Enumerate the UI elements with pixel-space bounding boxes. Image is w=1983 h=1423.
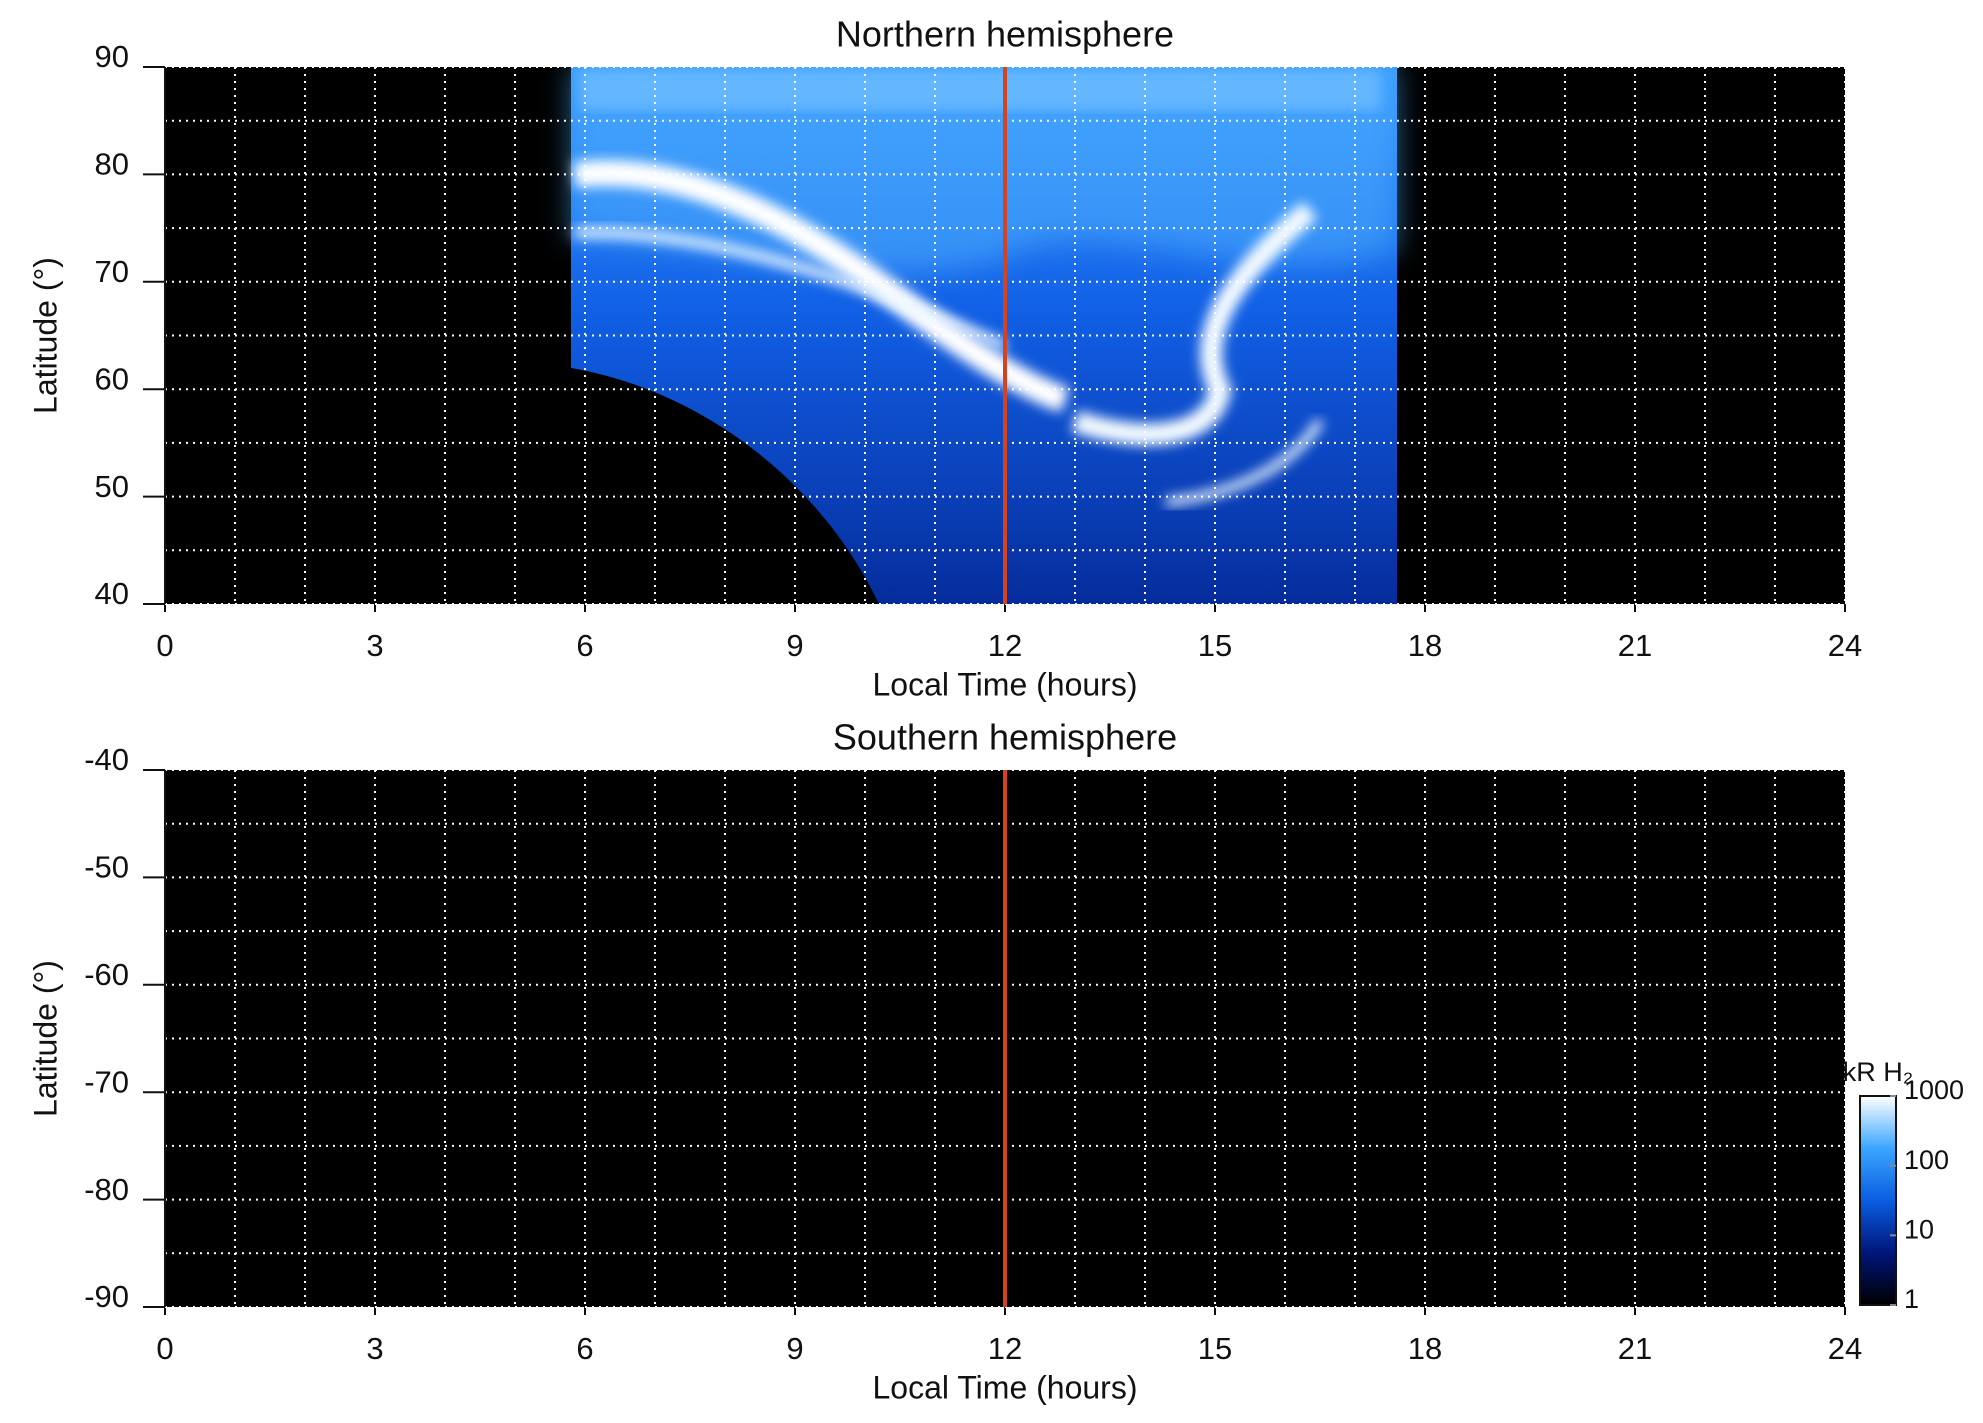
y-tick-label: 40 <box>95 576 129 611</box>
x-tick-label: 15 <box>1198 1331 1232 1366</box>
x-tick-label: 21 <box>1618 628 1652 663</box>
x-tick-label: 0 <box>156 1331 173 1366</box>
x-tick-label: 24 <box>1828 628 1862 663</box>
colorbar-tick-label: 1000 <box>1904 1075 1964 1105</box>
x-tick-label: 0 <box>156 628 173 663</box>
colorbar-label: kR H₂ <box>1843 1057 1913 1087</box>
x-tick-label: 6 <box>576 1331 593 1366</box>
x-tick-label: 3 <box>366 1331 383 1366</box>
x-tick-label: 12 <box>988 1331 1022 1366</box>
lower-arc <box>1165 418 1324 507</box>
colorbar <box>1859 1095 1897 1306</box>
x-tick-label: 6 <box>576 628 593 663</box>
y-tick-label: 90 <box>95 39 129 74</box>
main-oval <box>573 160 1070 413</box>
y-tick-label: 80 <box>95 147 129 182</box>
chart-title: Northern hemisphere <box>836 14 1174 55</box>
y-axis-label: Latitude (°) <box>27 257 63 414</box>
colorbar-tick-label: 10 <box>1904 1214 1934 1244</box>
y-tick-label: -70 <box>84 1064 129 1099</box>
y-tick-label: -50 <box>84 850 129 885</box>
y-tick-label: -60 <box>84 957 129 992</box>
x-tick-label: 18 <box>1408 628 1442 663</box>
x-tick-label: 21 <box>1618 1331 1652 1366</box>
x-tick-label: 18 <box>1408 1331 1442 1366</box>
y-tick-label: -80 <box>84 1172 129 1207</box>
secondary-arc <box>574 227 1008 351</box>
y-tick-label: 70 <box>95 254 129 289</box>
y-tick-label: -90 <box>84 1279 129 1314</box>
x-tick-label: 9 <box>786 1331 803 1366</box>
x-axis-label: Local Time (hours) <box>873 1369 1138 1405</box>
y-tick-label: 60 <box>95 361 129 396</box>
hook-arc <box>1071 201 1318 446</box>
y-tick-label: -40 <box>84 742 129 777</box>
x-tick-label: 9 <box>786 628 803 663</box>
x-axis-label: Local Time (hours) <box>873 666 1138 702</box>
chart-title: Southern hemisphere <box>833 717 1177 758</box>
colorbar-tick-label: 1 <box>1904 1284 1919 1314</box>
x-tick-label: 24 <box>1828 1331 1862 1366</box>
y-axis-label: Latitude (°) <box>27 960 63 1117</box>
x-tick-label: 3 <box>366 628 383 663</box>
emission-cap <box>580 70 1380 110</box>
colorbar-tick-label: 100 <box>1904 1145 1949 1175</box>
x-tick-label: 12 <box>988 628 1022 663</box>
y-tick-label: 50 <box>95 469 129 504</box>
x-tick-label: 15 <box>1198 628 1232 663</box>
